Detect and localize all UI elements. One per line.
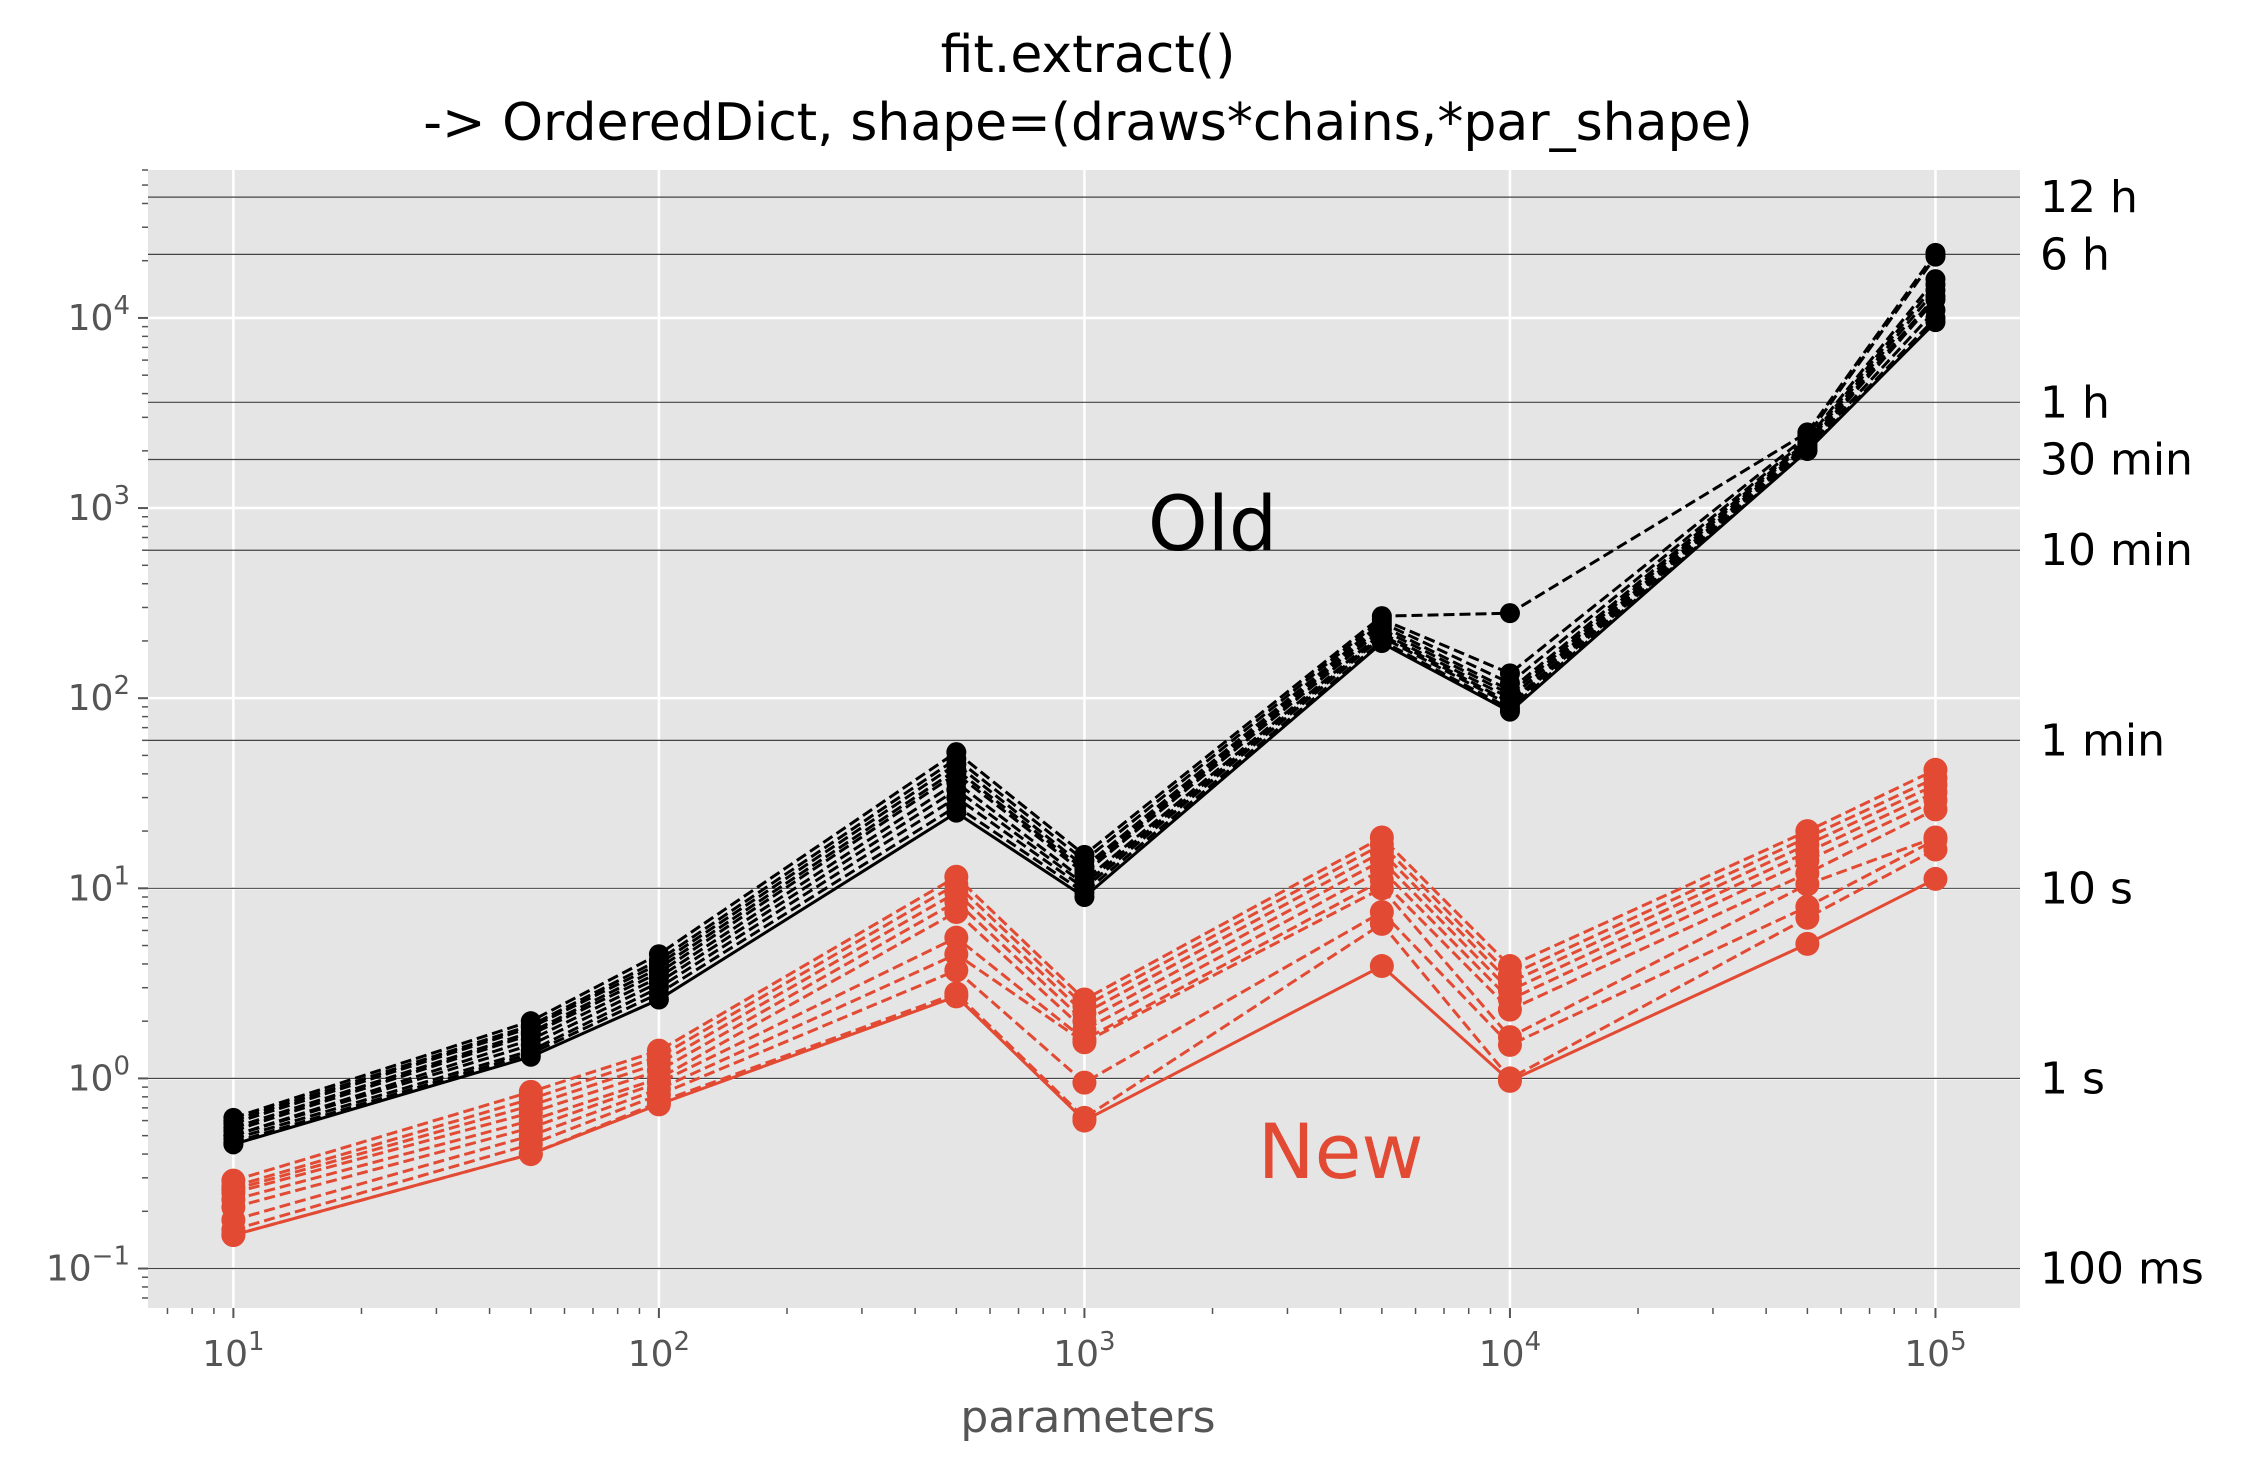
chart-title: fit.extract() — [941, 25, 1236, 85]
new-data-point — [1795, 905, 1820, 930]
reference-label: 6 h — [2040, 229, 2110, 280]
new-data-point — [944, 925, 969, 950]
new-data-point — [1497, 997, 1522, 1022]
old-data-point — [946, 802, 967, 823]
new-data-point — [1923, 866, 1948, 891]
new-data-point — [1369, 876, 1394, 901]
x-tick-label: 101 — [202, 1327, 264, 1375]
old-data-point — [1925, 246, 1946, 267]
old-data-point — [1371, 633, 1392, 654]
annotation-new: New — [1258, 1107, 1424, 1196]
old-series-line — [232, 283, 1937, 1130]
x-tick-label: 102 — [628, 1327, 690, 1375]
annotations: Old New — [1148, 479, 1424, 1196]
new-series-line — [232, 836, 1936, 1222]
x-axis-label: parameters — [960, 1392, 1215, 1443]
new-data-point — [1072, 1108, 1097, 1133]
new-data-point — [1923, 837, 1948, 862]
old-data-point — [1074, 886, 1095, 907]
new-data-point — [1795, 931, 1820, 956]
new-data-point — [1072, 1030, 1097, 1055]
old-data-point — [223, 1134, 244, 1155]
new-series-line — [232, 799, 1937, 1202]
x-tick-label: 104 — [1479, 1327, 1541, 1375]
new-data-point — [944, 900, 969, 925]
old-data-point — [648, 989, 669, 1010]
old-series-line — [232, 289, 1937, 1133]
new-data-point — [221, 1223, 246, 1248]
annotation-old: Old — [1148, 479, 1277, 568]
reference-label: 10 min — [2040, 525, 2193, 576]
series-group — [221, 242, 1948, 1248]
new-data-point — [1369, 954, 1394, 979]
old-data-point — [1797, 440, 1818, 461]
reference-labels: 100 ms 1 s 10 s 1 min 10 min 30 min 1 h 6 h 12 h — [2040, 172, 2204, 1294]
reference-label: 1 s — [2040, 1053, 2105, 1104]
y-tick-label: 102 — [68, 671, 130, 719]
y-axis-ticks: 10−1 100 101 102 103 104 — [46, 169, 148, 1299]
reference-label: 100 ms — [2040, 1244, 2204, 1295]
new-data-point — [1923, 797, 1948, 822]
y-tick-label: 103 — [68, 481, 130, 529]
y-tick-label: 10−1 — [46, 1242, 130, 1290]
new-data-point — [518, 1142, 543, 1167]
old-series-line — [232, 295, 1937, 1138]
new-data-point — [1497, 1068, 1522, 1093]
reference-label: 1 h — [2040, 377, 2110, 428]
new-data-point — [1795, 872, 1820, 897]
old-data-point — [520, 1046, 541, 1067]
chart-subtitle: -> OrderedDict, shape=(draws*chains,*par… — [423, 93, 1753, 153]
new-data-point — [1072, 1070, 1097, 1095]
new-data-point — [1497, 1032, 1522, 1057]
reference-label: 30 min — [2040, 435, 2193, 486]
x-tick-label: 103 — [1053, 1327, 1115, 1375]
new-data-point — [944, 958, 969, 983]
old-data-point — [1499, 603, 1520, 624]
new-series-line — [232, 838, 1937, 1232]
new-data-point — [1369, 911, 1394, 936]
old-data-point — [1499, 701, 1520, 722]
x-tick-label: 105 — [1904, 1327, 1966, 1375]
new-data-point — [944, 984, 969, 1009]
reference-label: 10 s — [2040, 863, 2133, 914]
x-axis-ticks: 101 102 103 104 105 — [166, 1308, 1967, 1375]
y-tick-label: 104 — [68, 291, 130, 339]
y-tick-label: 100 — [68, 1051, 130, 1099]
y-tick-label: 101 — [68, 861, 130, 909]
new-data-point — [646, 1092, 671, 1117]
reference-label: 1 min — [2040, 715, 2165, 766]
old-data-point — [1925, 312, 1946, 333]
reference-label: 12 h — [2040, 172, 2138, 223]
